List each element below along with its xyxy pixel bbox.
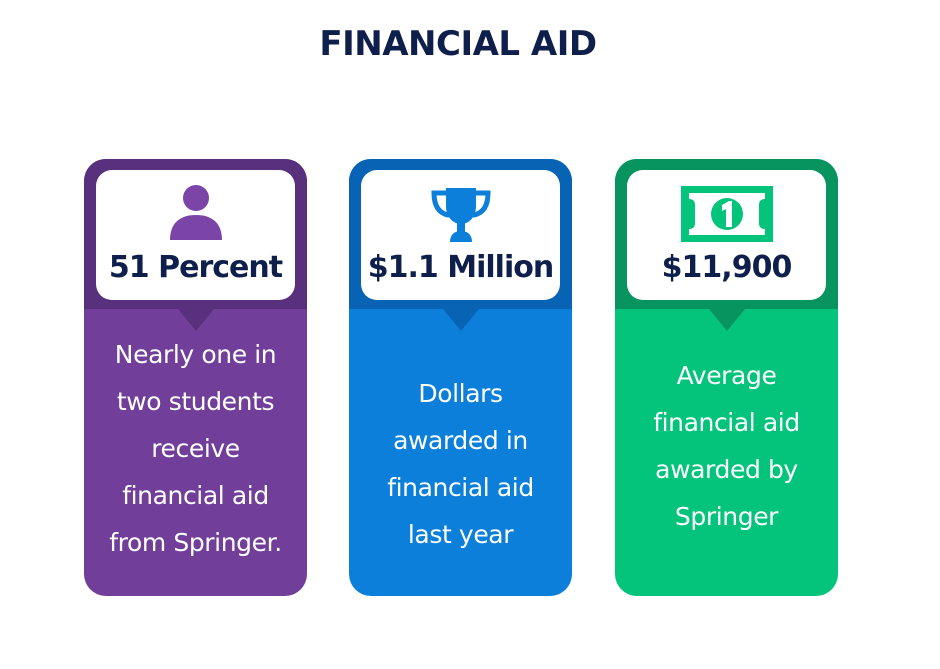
stat-description: Dollars awarded in financial aid last ye…: [387, 379, 534, 549]
stat-description: Average financial aid awarded by Springe…: [653, 361, 800, 531]
person-icon: [169, 185, 222, 240]
card-header: $11,900: [627, 170, 826, 300]
card-header: $1.1 Million: [361, 170, 560, 300]
card-header: 51 Percent: [96, 170, 295, 300]
stat-description: Nearly one in two students receive finan…: [109, 340, 282, 557]
stat-value: 51 Percent: [108, 250, 283, 285]
stat-card-average: $11,900 Average financial aid awarded by…: [615, 159, 838, 596]
dollar-bill-icon: [680, 186, 773, 242]
stat-value: $11,900: [661, 250, 793, 285]
card-pointer: [443, 309, 479, 331]
page-title: FINANCIAL AID: [319, 24, 597, 64]
stat-card-percent: 51 Percent Nearly one in two students re…: [84, 159, 307, 596]
card-pointer: [709, 309, 745, 331]
card-pointer: [178, 309, 214, 331]
trophy-icon: [430, 188, 491, 242]
stat-value: $1.1 Million: [367, 250, 554, 285]
stat-card-million: $1.1 Million Dollars awarded in financia…: [349, 159, 572, 596]
